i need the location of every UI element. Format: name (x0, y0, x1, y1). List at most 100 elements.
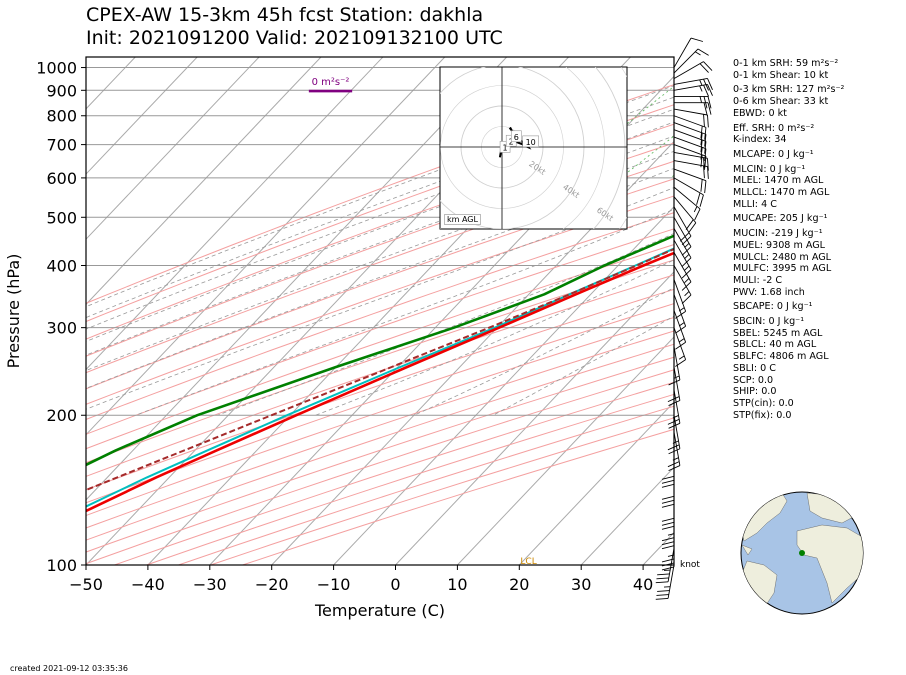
index-line: PWV: 1.68 inch (733, 286, 805, 298)
wind-barb (674, 102, 712, 115)
wind-barb-half (699, 85, 703, 92)
moist-adiabat (86, 121, 674, 342)
wind-barb-flag (655, 581, 669, 584)
wind-barb-staff (673, 252, 692, 283)
wind-barb-flag (699, 194, 704, 207)
isotherm-line (457, 336, 674, 565)
srh-label: 0 m²s⁻² (312, 77, 350, 88)
wind-barb-flag (696, 192, 701, 205)
isotherm-line (86, 57, 446, 436)
wind-barb-half (678, 355, 685, 360)
wind-barb-staff (673, 129, 707, 142)
indices-panel: 0-1 km SRH: 59 m²s⁻² 0-1 km Shear: 10 kt 0… (733, 58, 844, 421)
wind-barb-half (699, 96, 702, 103)
wind-barb-staff (673, 61, 704, 80)
dry-adiabat (86, 84, 674, 304)
y-tick-label: 800 (46, 107, 77, 126)
moist-adiabat (315, 259, 674, 416)
wind-barb-flag (690, 37, 704, 42)
y-tick-label: 600 (46, 169, 77, 188)
chart-subtitle: Init: 2021091200 Valid: 202109132100 UTC (86, 27, 503, 49)
index-line: 0-1 km Shear: 10 kt (733, 69, 829, 81)
wind-barb-staff (673, 177, 704, 196)
wind-barb-staff (673, 294, 687, 327)
wind-barb-staff (673, 152, 708, 159)
dry-adiabat (86, 228, 674, 435)
wind-barb-half (694, 51, 701, 56)
wind-barb (661, 450, 675, 488)
wind-barb-flag (700, 132, 703, 146)
moist-adiabat (217, 233, 674, 416)
wind-barb-flag (707, 96, 712, 109)
mixing-ratio-line (620, 135, 674, 179)
wind-barb-flag (707, 158, 709, 171)
index-line: STP(cin): 0.0 (733, 397, 794, 409)
wind-barb (673, 61, 713, 80)
hodograph-height-label: 1 (503, 143, 508, 152)
index-line: MLLI: 4 C (733, 198, 777, 210)
wind-barb-flag (697, 48, 709, 56)
dry-adiabat (86, 104, 674, 323)
wind-barb (673, 265, 692, 304)
wind-barb-flag (661, 503, 675, 508)
x-tick-label: 10 (447, 575, 467, 594)
isotherm-line (333, 205, 674, 565)
isotherm-line (86, 57, 384, 371)
wind-barb-flag (656, 577, 669, 580)
wind-barb-half (684, 254, 690, 259)
index-line: SHIP: 0.0 (733, 386, 777, 398)
index-line: 0-3 km SRH: 127 m²s⁻² (733, 84, 845, 96)
index-line: 0-1 km SRH: 59 m²s⁻² (733, 58, 839, 69)
wind-barb (673, 37, 704, 68)
wind-barb-staff (673, 108, 708, 116)
isotherm-line (86, 57, 508, 501)
index-line: MLCIN: 0 J kg⁻¹ (733, 163, 806, 175)
parcel-line (86, 247, 674, 492)
index-line: 0-6 km Shear: 33 kt (733, 96, 829, 108)
wind-barb-flag (703, 102, 708, 115)
hodograph-height-label: 10 (526, 138, 536, 147)
wind-barb-half (684, 278, 690, 284)
wind-barb-flag (707, 166, 709, 179)
index-line: MLCAPE: 0 J kg⁻¹ (733, 148, 814, 160)
x-tick-label: −40 (131, 575, 165, 594)
wind-barb-staff (673, 122, 707, 135)
y-tick-label: 1000 (36, 59, 77, 78)
wind-barb-flag (661, 495, 675, 500)
wind-barb-flag (704, 134, 707, 147)
wind-barb-flag (704, 148, 707, 161)
mixing-ratio-line (882, 57, 906, 178)
wind-barb-staff (673, 415, 681, 449)
index-line: SBEL: 5245 m AGL (733, 327, 823, 339)
x-tick-label: 20 (509, 575, 529, 594)
isotherm-line (580, 466, 674, 565)
wind-barb-flag (681, 294, 692, 304)
wind-barb (655, 548, 675, 584)
wind-barb-flag (661, 521, 675, 526)
index-line: MULFC: 3995 m AGL (733, 263, 832, 275)
index-line: STP(fix): 0.0 (733, 409, 792, 421)
index-line: Eff. SRH: 0 m²s⁻² (733, 122, 815, 134)
hodograph-legend: km AGL (444, 214, 481, 225)
y-tick-label: 400 (46, 256, 77, 275)
wind-barb-flag (661, 525, 675, 530)
dewpoint-line (86, 234, 674, 467)
y-tick-label: 700 (46, 136, 77, 155)
wind-barb-flag (657, 573, 670, 576)
index-line: MUEL: 9308 m AGL (733, 239, 826, 251)
wind-barb-flag (667, 418, 680, 425)
wind-barb-flag (667, 444, 680, 451)
wind-barb-flag (661, 517, 675, 522)
index-line: SBLFC: 4806 m AGL (733, 351, 829, 363)
index-line: MUCAPE: 205 J kg⁻¹ (733, 213, 828, 225)
wind-barb-half (684, 265, 690, 271)
wind-barb-staff (673, 83, 708, 91)
wind-barb-staff (673, 279, 687, 312)
wind-barb-half (693, 206, 698, 213)
x-tick-label: −10 (317, 575, 351, 594)
wind-barb-staff (673, 265, 692, 296)
dry-adiabat (86, 195, 674, 405)
lcl-marker: LCL (520, 557, 536, 567)
index-line: MULCL: 2480 m AGL (733, 251, 832, 263)
